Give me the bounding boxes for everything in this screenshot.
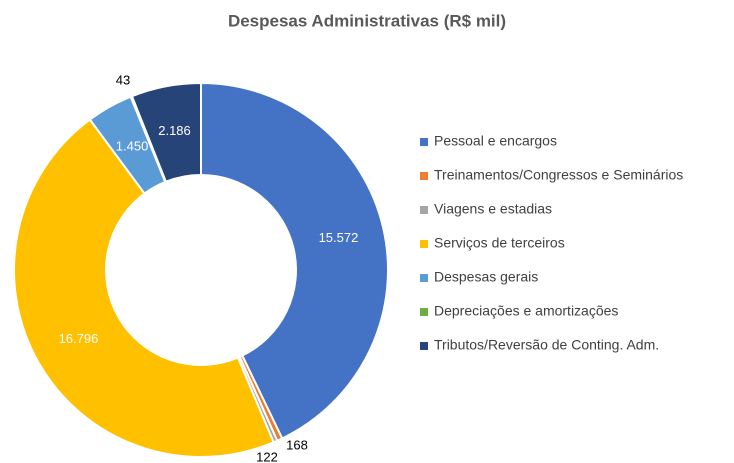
data-label: 168	[286, 437, 308, 452]
donut-slice	[13, 118, 275, 458]
legend-text: Viagens e estadias	[434, 201, 552, 217]
legend-text: Depreciações e amortizações	[434, 303, 618, 319]
legend-text: Tributos/Reversão de Conting. Adm.	[434, 337, 659, 353]
donut-slice	[130, 81, 202, 184]
data-label: 15.572	[319, 230, 359, 245]
legend-swatch	[420, 206, 428, 214]
data-label: 2.186	[158, 123, 191, 138]
donut-slice	[200, 81, 389, 440]
legend-text: Serviços de terceiros	[434, 235, 565, 251]
legend-text: Treinamentos/Congressos e Seminários	[434, 167, 683, 183]
legend-swatch	[420, 342, 428, 350]
legend-swatch	[420, 274, 428, 282]
legend-swatch	[420, 240, 428, 248]
legend-swatch	[420, 172, 428, 180]
data-label: 16.796	[59, 331, 99, 346]
data-label: 43	[116, 72, 130, 87]
legend-swatch	[420, 308, 428, 316]
data-label: 1.450	[116, 138, 149, 153]
chart-title: Despesas Administrativas (R$ mil)	[228, 11, 506, 30]
legend-text: Pessoal e encargos	[434, 133, 557, 149]
legend-swatch	[420, 138, 428, 146]
legend-text: Despesas gerais	[434, 269, 538, 285]
data-label: 122	[256, 449, 278, 463]
